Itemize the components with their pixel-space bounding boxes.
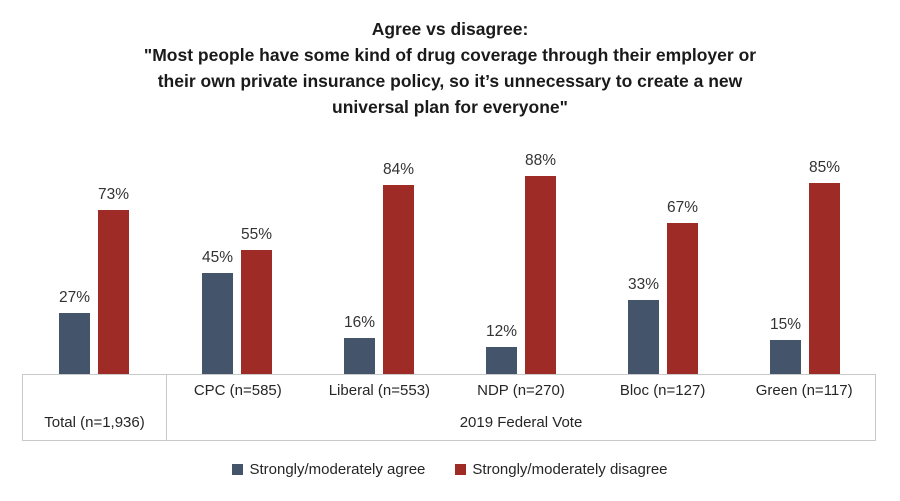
bar-with-label: 67% xyxy=(667,199,698,374)
bar-value-label: 55% xyxy=(241,226,273,243)
bar-with-label: 15% xyxy=(770,316,801,374)
bar xyxy=(201,273,233,374)
bar-group: 27% 73% xyxy=(22,186,166,374)
bar xyxy=(525,176,557,374)
bar-with-label: 88% xyxy=(525,152,556,374)
legend-item: Strongly/moderately agree xyxy=(232,461,425,478)
legend-item: Strongly/moderately disagree xyxy=(455,461,668,478)
category-axis-box: Total (n=1,936) CPC (n=585) Liberal (n=55… xyxy=(22,374,876,441)
chart-title-line: universal plan for everyone" xyxy=(332,97,568,117)
bar xyxy=(769,340,801,374)
legend-swatch-icon xyxy=(232,464,244,475)
category-label-total: Total (n=1,936) xyxy=(23,375,167,440)
bar-with-label: 16% xyxy=(344,314,375,374)
party-labels-row: CPC (n=585) Liberal (n=553) NDP (n=270) Blo… xyxy=(167,375,875,399)
bar-value-label: 12% xyxy=(485,323,517,340)
bar-value-label: 45% xyxy=(201,249,233,266)
category-label-party: Bloc (n=127) xyxy=(619,382,706,399)
bar-with-label: 27% xyxy=(59,289,90,374)
legend-label: Strongly/moderately agree xyxy=(249,461,426,478)
bar xyxy=(383,185,415,374)
legend-swatch-icon xyxy=(455,464,467,475)
bar-pair: 27% 73% xyxy=(59,186,129,374)
chart-title: Agree vs disagree: "Most people have some… xyxy=(0,0,900,120)
bar-with-label: 12% xyxy=(486,323,517,374)
group-axis-label: 2019 Federal Vote xyxy=(459,414,583,431)
bar-group: 12% 88% xyxy=(450,152,592,374)
bar xyxy=(485,347,517,374)
category-label-party: NDP (n=270) xyxy=(477,382,565,399)
bar-value-label: 85% xyxy=(809,159,841,176)
bar-pair: 45% 55% xyxy=(202,226,272,374)
chart-title-line: "Most people have some kind of drug cove… xyxy=(143,45,757,65)
legend-label: Strongly/moderately disagree xyxy=(472,461,668,478)
bar xyxy=(343,338,375,374)
plot-area: 27% 73% 45% 55% 16% 84% 12% 88% 33% 67% 15% 85% xyxy=(22,120,876,374)
bar xyxy=(809,183,841,374)
chart-title-line: Agree vs disagree: xyxy=(371,19,529,39)
bar-value-label: 16% xyxy=(343,314,375,331)
bar-with-label: 84% xyxy=(383,161,414,374)
bar-with-label: 73% xyxy=(98,186,129,374)
bar-value-label: 15% xyxy=(769,316,801,333)
bar-with-label: 85% xyxy=(809,159,840,374)
bar-with-label: 45% xyxy=(202,249,233,374)
bar-group: 15% 85% xyxy=(734,159,876,374)
bar-group: 45% 55% xyxy=(166,226,308,374)
bar-group: 33% 67% xyxy=(592,199,734,374)
category-label-party: Green (n=117) xyxy=(755,382,853,399)
bar xyxy=(58,313,90,374)
bar-value-label: 73% xyxy=(98,186,130,203)
bar-pair: 33% 67% xyxy=(628,199,698,374)
bar-value-label: 33% xyxy=(627,276,659,293)
bar-pair: 12% 88% xyxy=(486,152,556,374)
bar-value-label: 27% xyxy=(58,289,90,306)
bar-value-label: 88% xyxy=(525,152,557,169)
bar xyxy=(241,250,273,374)
category-axis-parties: CPC (n=585) Liberal (n=553) NDP (n=270) Blo… xyxy=(167,375,875,440)
category-label-party: CPC (n=585) xyxy=(193,382,282,399)
bar xyxy=(98,210,130,374)
chart-legend: Strongly/moderately agree Strongly/modera… xyxy=(0,461,900,478)
bar-with-label: 55% xyxy=(241,226,272,374)
bar xyxy=(627,300,659,374)
bar xyxy=(667,223,699,374)
bar-pair: 16% 84% xyxy=(344,161,414,374)
category-label-party: Liberal (n=553) xyxy=(328,382,431,399)
bar-with-label: 33% xyxy=(628,276,659,374)
bar-group: 16% 84% xyxy=(308,161,450,374)
bar-value-label: 84% xyxy=(383,161,415,178)
chart-title-line: their own private insurance policy, so i… xyxy=(157,71,743,91)
bar-value-label: 67% xyxy=(667,199,699,216)
bar-pair: 15% 85% xyxy=(770,159,840,374)
